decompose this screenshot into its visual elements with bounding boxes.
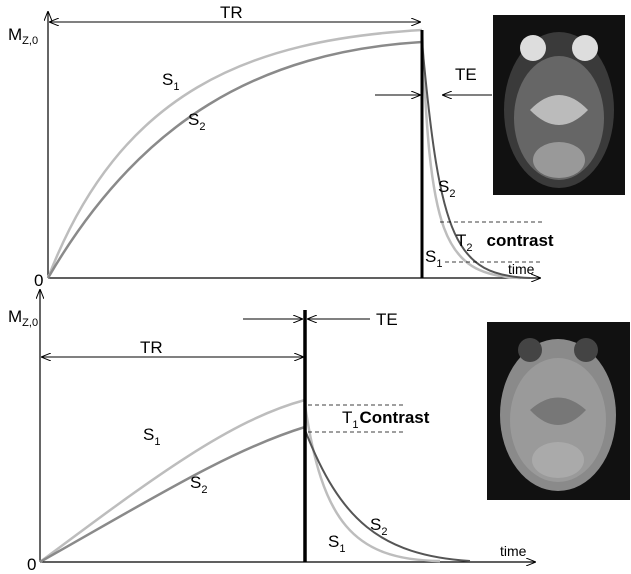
label-part: M [8, 25, 22, 44]
label-part: Z,0 [22, 317, 38, 329]
growth-label: S2 [190, 473, 207, 496]
te-label: TE [376, 310, 398, 329]
s2-growth [39, 425, 306, 564]
t2-brain-image [493, 15, 625, 195]
s2-growth [46, 40, 423, 279]
label-part: 1 [339, 543, 345, 555]
t1-panel: MZ,0 0 TR TE S1 S2 S1 S2 T1Contrast time [8, 290, 630, 574]
origin-label: 0 [34, 271, 43, 290]
s2-decay [421, 41, 531, 279]
origin-label: 0 [27, 555, 36, 574]
decay-label: S2 [370, 515, 387, 538]
label-part: 2 [449, 188, 455, 200]
contrast-label: T1Contrast [342, 408, 430, 431]
label-part: S [188, 110, 199, 129]
s1-growth [46, 28, 423, 279]
t2-panel: MZ,0 0 TR TE S1 S2 S1 S2 T2 contrast time [8, 3, 625, 290]
s1-decay [303, 404, 441, 563]
label-part: S [438, 177, 449, 196]
label-part: 2 [381, 526, 387, 538]
label-part: 1 [436, 258, 442, 270]
s2-decay [304, 429, 471, 562]
label-part: Contrast [360, 408, 430, 427]
growth-label: S1 [162, 70, 179, 93]
label-part: S [370, 515, 381, 534]
label-part: 1 [154, 436, 160, 448]
decay-label: S1 [425, 247, 442, 270]
label-part: S [162, 70, 173, 89]
label-part: 2 [201, 484, 207, 496]
label-part: 2 [466, 242, 472, 254]
label-part: Z,0 [22, 35, 38, 47]
s1-decay [420, 29, 521, 280]
growth-label: S1 [143, 425, 160, 448]
label-part: 1 [173, 81, 179, 93]
label-part: 1 [352, 419, 358, 431]
te-label: TE [455, 65, 477, 84]
label-part: S [328, 532, 339, 551]
label-part: S [425, 247, 436, 266]
decay-label: S1 [328, 532, 345, 555]
contrast-label: T2 contrast [456, 231, 554, 254]
label-part: S [143, 425, 154, 444]
tr-label: TR [140, 338, 163, 357]
label-part: T [456, 231, 466, 250]
time-label: time [500, 543, 527, 559]
label-part: 2 [199, 121, 205, 133]
decay-label: S2 [438, 177, 455, 200]
time-label: time [508, 261, 535, 277]
y-axis-label: MZ,0 [8, 25, 38, 47]
growth-label: S2 [188, 110, 205, 133]
label-part: S [190, 473, 201, 492]
tr-label: TR [220, 3, 243, 22]
s1-growth [39, 398, 306, 564]
label-part: T [342, 408, 352, 427]
t1-brain-image [487, 322, 630, 500]
label-part: M [8, 307, 22, 326]
y-axis-label: MZ,0 [8, 307, 38, 329]
label-part: contrast [487, 231, 554, 250]
